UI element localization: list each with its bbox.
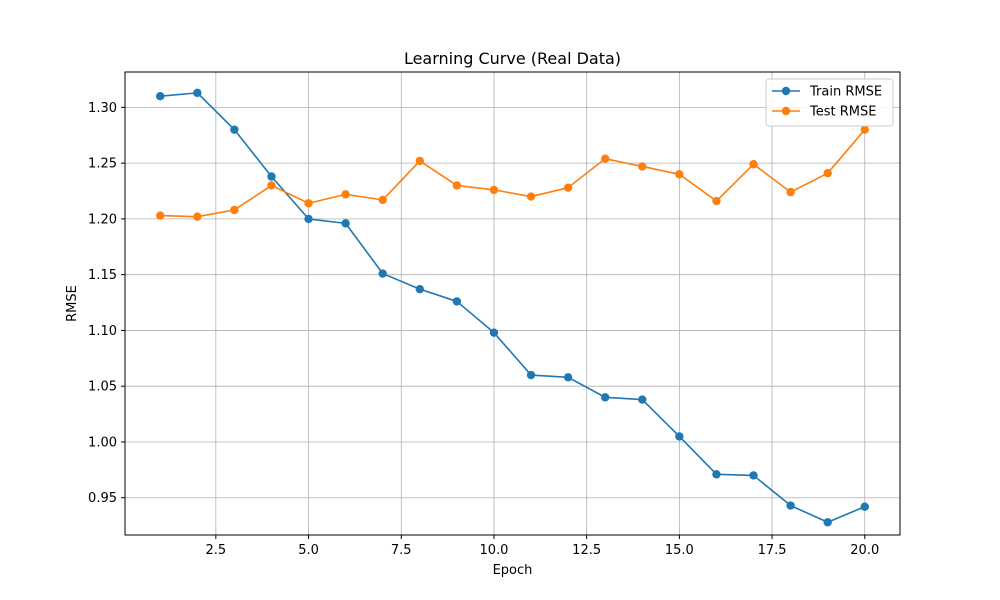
test-rmse-point <box>823 168 832 178</box>
x-tick-label: 15.0 <box>665 543 694 558</box>
x-tick-label: 20.0 <box>850 543 879 558</box>
test-rmse-point <box>675 170 684 179</box>
test-rmse-point <box>749 160 758 169</box>
train-rmse-point <box>378 269 387 278</box>
train-rmse-point <box>526 370 536 380</box>
train-rmse-point <box>341 219 350 228</box>
test-rmse-point <box>267 181 276 190</box>
test-rmse-point <box>526 192 536 201</box>
y-axis-label: RMSE <box>65 285 80 322</box>
chart-title: Learning Curve (Real Data) <box>404 49 621 68</box>
x-tick-label: 5.0 <box>298 543 319 558</box>
train-rmse-line <box>160 92 866 524</box>
y-tick-label: 0.95 <box>88 491 117 506</box>
train-rmse-point <box>638 395 647 404</box>
test-rmse-point <box>304 199 313 208</box>
legend-test-rmse-marker <box>781 106 791 116</box>
legend: Train RMSE Test RMSE <box>765 78 894 127</box>
train-rmse-point <box>230 125 239 134</box>
plot-area-frame <box>124 71 901 536</box>
test-rmse-point <box>230 205 239 215</box>
x-tick-label: 10.0 <box>479 543 508 558</box>
train-rmse-point <box>712 470 721 479</box>
y-tick-label: 1.15 <box>88 268 117 283</box>
test-rmse-point <box>415 156 424 166</box>
train-rmse-point <box>267 172 276 181</box>
train-rmse-point <box>675 432 684 441</box>
test-rmse-point <box>193 212 202 221</box>
train-rmse-point <box>489 328 499 337</box>
test-rmse-point <box>452 181 462 190</box>
x-tick-label: 12.5 <box>572 543 601 558</box>
train-rmse-point <box>823 518 832 527</box>
test-rmse-point <box>712 196 721 206</box>
y-tick-label: 1.30 <box>88 101 117 116</box>
train-rmse-point <box>452 297 462 306</box>
x-tick-label: 2.5 <box>206 543 227 558</box>
train-rmse-point <box>601 393 610 402</box>
train-rmse-point <box>786 501 795 510</box>
y-tick-label: 1.00 <box>88 435 117 450</box>
test-rmse-point <box>378 195 387 205</box>
test-rmse-point <box>341 190 350 199</box>
y-axis-ticks: 0.95 1.00 1.05 1.10 1.15 1.20 1.25 1.30 <box>88 101 125 506</box>
x-tick-label: 7.5 <box>391 543 412 558</box>
grid-lines <box>125 72 900 535</box>
train-rmse-point <box>749 471 758 480</box>
train-rmse-point <box>563 373 573 382</box>
series-lines <box>156 88 869 527</box>
test-rmse-point <box>489 185 499 195</box>
test-rmse-point <box>601 154 610 163</box>
test-rmse-point <box>156 211 165 220</box>
x-axis-ticks: 2.5 5.0 7.5 10.0 12.5 15.0 17.5 20.0 <box>206 535 879 558</box>
train-rmse-point <box>415 284 424 294</box>
legend-test-rmse-label: Test RMSE <box>809 105 876 120</box>
y-tick-label: 1.20 <box>88 212 117 227</box>
test-rmse-line <box>160 129 866 218</box>
test-rmse-point <box>638 162 647 171</box>
train-rmse-point <box>304 214 313 224</box>
train-rmse-point <box>156 92 165 101</box>
y-tick-label: 1.25 <box>88 157 117 172</box>
y-tick-label: 1.05 <box>88 380 117 395</box>
train-rmse-point <box>193 88 202 98</box>
test-rmse-point <box>563 183 573 192</box>
x-tick-label: 17.5 <box>758 543 787 558</box>
y-tick-label: 1.10 <box>88 324 117 339</box>
test-rmse-point <box>860 125 869 134</box>
legend-train-rmse-marker <box>781 86 791 96</box>
train-rmse-point <box>860 502 869 511</box>
legend-train-rmse-label: Train RMSE <box>809 85 882 100</box>
x-axis-label: Epoch <box>493 563 533 578</box>
test-rmse-point <box>786 187 795 197</box>
